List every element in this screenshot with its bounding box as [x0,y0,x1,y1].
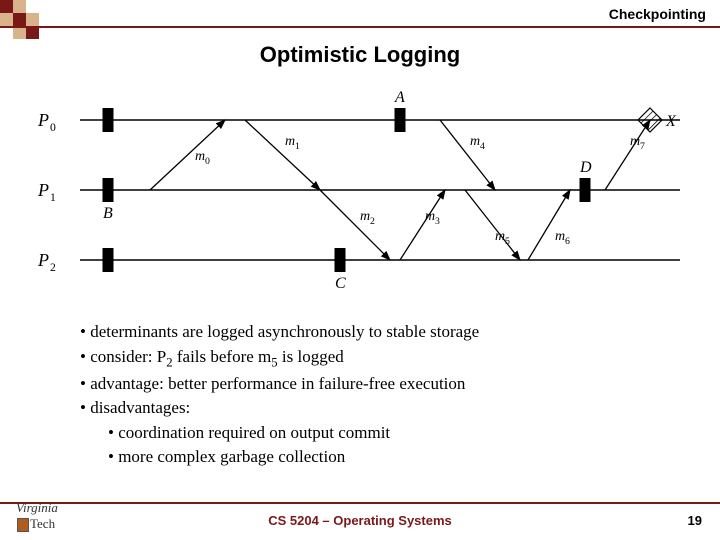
slide-title: Optimistic Logging [0,42,720,68]
svg-text:m: m [285,134,295,149]
svg-text:X: X [665,113,677,130]
svg-text:2: 2 [370,216,375,227]
svg-text:7: 7 [640,141,645,152]
svg-text:P: P [37,110,49,130]
svg-text:P: P [37,180,49,200]
timeline-diagram: P0P1P2BACDm0m1m2m3m4m5m6m7X [30,90,690,290]
bullet-item: • more complex garbage collection [108,445,680,470]
page-number: 19 [688,513,702,528]
footer-course: CS 5204 – Operating Systems [0,513,720,528]
svg-text:1: 1 [50,191,56,204]
svg-text:m: m [555,229,565,244]
bullet-item: • determinants are logged asynchronously… [80,320,680,345]
footer-rule [0,502,720,504]
svg-text:D: D [579,159,592,176]
svg-text:6: 6 [565,236,570,247]
svg-text:2: 2 [50,261,56,274]
svg-text:1: 1 [295,141,300,152]
svg-text:m: m [630,134,640,149]
svg-text:B: B [103,205,113,222]
bullet-item: • coordination required on output commit [108,421,680,446]
svg-text:m: m [195,149,205,164]
svg-text:m: m [495,229,505,244]
section-label: Checkpointing [609,6,706,22]
svg-text:4: 4 [480,141,485,152]
svg-text:m: m [425,209,435,224]
svg-text:0: 0 [205,156,210,167]
bullet-item: • advantage: better performance in failu… [80,372,680,397]
svg-text:0: 0 [50,121,56,134]
svg-text:3: 3 [435,216,440,227]
bullet-item: • consider: P2 fails before m5 is logged [80,345,680,372]
bullet-list: • determinants are logged asynchronously… [80,320,680,470]
svg-text:m: m [360,209,370,224]
svg-text:C: C [335,275,346,290]
svg-text:P: P [37,250,49,270]
svg-text:A: A [394,90,405,106]
bullet-item: • disadvantages: [80,396,680,421]
svg-text:5: 5 [505,236,510,247]
header-rule [0,26,720,28]
svg-text:m: m [470,134,480,149]
